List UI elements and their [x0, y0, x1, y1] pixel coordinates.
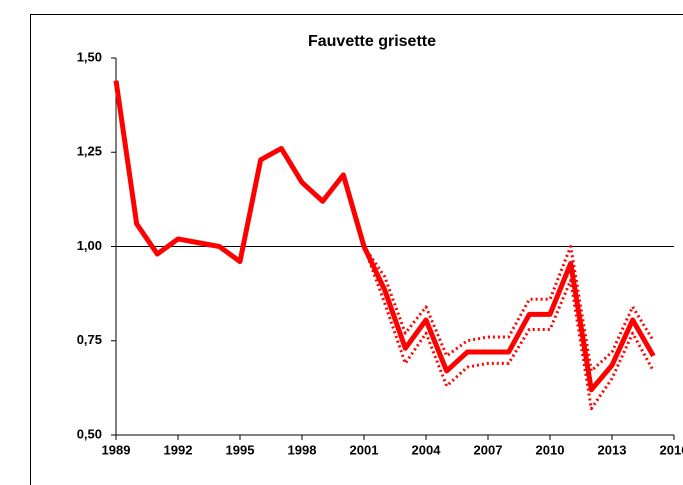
y-tick-label: 1,00 [77, 238, 102, 253]
band-line [362, 245, 655, 373]
y-tick-label: 0,50 [77, 426, 102, 441]
x-tick-label: 2001 [350, 442, 379, 457]
x-tick-label: 2013 [598, 442, 627, 457]
x-tick-label: 1995 [226, 442, 255, 457]
y-tick-label: 0,75 [77, 332, 102, 347]
x-tick-label: 2016 [660, 442, 683, 457]
x-tick-label: 2004 [412, 442, 442, 457]
chart-frame [30, 14, 683, 485]
y-tick-label: 1,25 [77, 144, 102, 159]
chart-title: Fauvette grisette [308, 33, 436, 50]
band-line [362, 245, 655, 411]
series-line [113, 80, 656, 393]
x-tick-label: 1998 [288, 442, 317, 457]
y-tick-label: 1,50 [77, 49, 102, 64]
x-tick-label: 1992 [164, 442, 193, 457]
x-tick-label: 2010 [536, 442, 565, 457]
x-tick-label: 2007 [474, 442, 503, 457]
x-tick-label: 1989 [102, 442, 131, 457]
